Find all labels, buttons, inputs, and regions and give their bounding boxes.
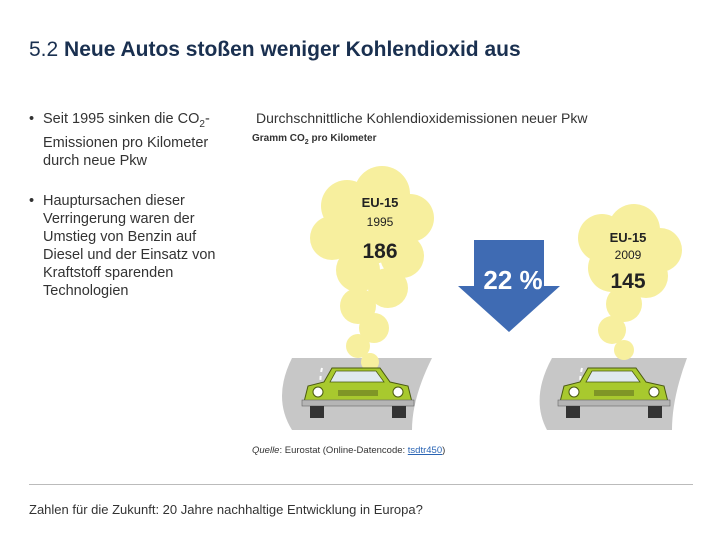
emissions-infographic: EU-15 1995 186 EU-15 2009 145 22 % — [282, 166, 687, 430]
source-note: Quelle: Eurostat (Online-Datencode: tsdt… — [252, 445, 446, 456]
slide-number: 5.2 — [29, 38, 59, 61]
bullet-main-causes: Hauptursachen dieser Verringerung waren … — [29, 192, 239, 300]
reduction-arrow: 22 % — [458, 240, 560, 332]
year-label-2009: 2009 — [615, 248, 642, 262]
chart-unit: Gramm CO2 pro Kilometer — [252, 133, 377, 146]
smoke-cloud-1995 — [310, 166, 434, 371]
slide-title: Neue Autos stoßen weniger Kohlendioxid a… — [64, 38, 521, 61]
car-2009 — [557, 367, 671, 418]
page-title: 5.2 Neue Autos stoßen weniger Kohlendiox… — [29, 38, 521, 62]
value-label-1995: 186 — [362, 240, 397, 263]
bullet-co2-decline: Seit 1995 sinken die CO2-Emissionen pro … — [29, 110, 239, 170]
value-label-2009: 145 — [610, 270, 645, 293]
bullet-list: Seit 1995 sinken die CO2-Emissionen pro … — [29, 110, 239, 322]
reduction-label: 22 % — [483, 265, 542, 295]
region-label-1995: EU-15 — [362, 195, 399, 210]
year-label-1995: 1995 — [367, 215, 394, 229]
smoke-cloud-2009 — [578, 204, 682, 360]
region-label-2009: EU-15 — [610, 230, 647, 245]
car-1995 — [301, 367, 415, 418]
source-code-link[interactable]: tsdtr450 — [407, 445, 443, 456]
footer-divider — [29, 484, 693, 485]
chart-title: Durchschnittliche Kohlendioxidemissionen… — [256, 110, 588, 126]
footer-text: Zahlen für die Zukunft: 20 Jahre nachhal… — [29, 502, 423, 517]
